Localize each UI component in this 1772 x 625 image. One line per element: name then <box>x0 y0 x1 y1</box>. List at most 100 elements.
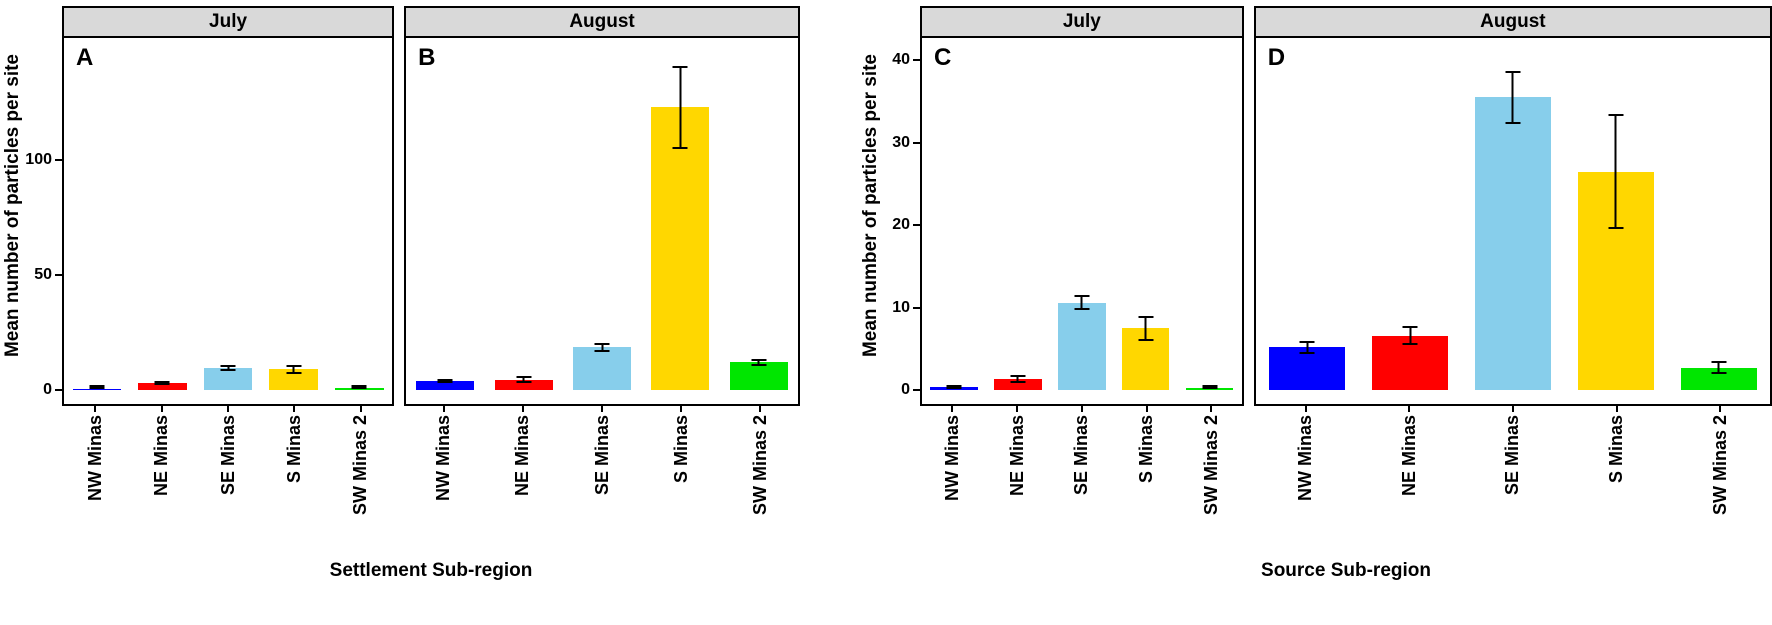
bar-slot-nw-minas <box>1256 38 1359 404</box>
x-tick-mark <box>1615 406 1618 412</box>
error-bar-ne-minas <box>154 380 170 385</box>
x-tick-mark <box>227 406 230 412</box>
bar-slot-s-minas <box>641 38 719 404</box>
error-bar-sw-minas-2 <box>1711 361 1727 375</box>
x-tick-slot-nw-minas: NW Minas <box>404 406 483 558</box>
y-tick-mark <box>55 159 62 162</box>
bar-slot-se-minas <box>563 38 641 404</box>
x-tick-mark <box>160 406 163 412</box>
error-bar-line <box>522 378 525 382</box>
x-tick-label-sw-minas-2: SW Minas 2 <box>1709 415 1730 516</box>
x-tick-label-nw-minas: NW Minas <box>1295 415 1316 502</box>
y-tick-mark <box>913 224 920 227</box>
x-tick-slot-se-minas: SE Minas <box>1461 406 1565 558</box>
bar-slot-ne-minas <box>130 38 196 404</box>
panels-right: July C NW Minas NE Minas SE Minas S Minas SW… <box>920 6 1772 558</box>
facet-strip-label: July <box>1062 11 1101 32</box>
y-axis-right: 0 10 20 30 40 <box>884 36 920 406</box>
y-tick-label: 30 <box>892 133 910 151</box>
x-tick-slot-nw-minas: NW Minas <box>62 406 128 558</box>
y-axis-title-text: Mean number of particles per site <box>2 54 23 358</box>
y-tick-mark <box>913 306 920 309</box>
bar-slot-sw-minas-2 <box>720 38 798 404</box>
x-axis-title-source: Source Sub-region <box>1261 560 1431 581</box>
bar-se-minas <box>1474 97 1551 390</box>
panel-letter: C <box>934 44 952 71</box>
x-tick-label-nw-minas: NW Minas <box>941 415 962 502</box>
bar-nw-minas <box>72 388 122 390</box>
bar-slot-ne-minas <box>1359 38 1462 404</box>
x-tick-label-s-minas: S Minas <box>283 415 304 484</box>
error-bar-line <box>1080 297 1083 309</box>
bar-slot-nw-minas <box>64 38 130 404</box>
x-tick-label-s-minas: S Minas <box>1606 415 1627 484</box>
x-tick-mark <box>1016 406 1019 412</box>
x-tick-label-se-minas: SE Minas <box>1502 415 1523 496</box>
error-bar-se-minas <box>1074 295 1090 311</box>
x-tick-slot-sw-minas-2: SW Minas 2 <box>1179 406 1244 558</box>
plot-area-d: D <box>1253 36 1772 406</box>
panel-a-july: July A NW Minas NE Minas SE Minas S Minas SW… <box>62 6 395 558</box>
facet-strip-label: August <box>1480 11 1546 32</box>
bar-slot-nw-minas <box>922 38 986 404</box>
error-bar-sw-minas-2 <box>1202 384 1218 389</box>
panel-b-august: August B NW Minas NE Minas SE Minas S Minas… <box>404 6 800 558</box>
y-tick-label: 20 <box>892 216 910 234</box>
error-bar-se-minas <box>594 342 610 353</box>
y-tick-label: 0 <box>43 381 52 398</box>
x-tick-mark <box>359 406 362 412</box>
bar-ne-minas <box>994 379 1042 390</box>
bar-nw-minas <box>1269 347 1346 390</box>
x-tick-mark <box>1145 406 1148 412</box>
panel-letter: D <box>1267 44 1286 71</box>
error-bar-ne-minas <box>516 376 532 384</box>
x-tick-mark <box>601 406 604 412</box>
x-axis-labels-b: NW Minas NE Minas SE Minas S Minas SW Minas … <box>404 406 800 558</box>
plot-area-a: A <box>62 36 395 406</box>
facet-strip-d: August <box>1253 6 1772 38</box>
x-axis-labels-a: NW Minas NE Minas SE Minas S Minas SW Minas … <box>62 406 394 558</box>
x-tick-slot-ne-minas: NE Minas <box>128 406 194 558</box>
x-tick-mark <box>1408 406 1411 412</box>
x-tick-label-s-minas: S Minas <box>670 415 691 484</box>
x-axis-labels-c: NW Minas NE Minas SE Minas S Minas SW Minas … <box>920 406 1244 558</box>
panel-c-july: July C NW Minas NE Minas SE Minas S Minas SW… <box>920 6 1244 558</box>
bar-slot-se-minas <box>195 38 261 404</box>
bar-slot-s-minas <box>1564 38 1667 404</box>
bar-slot-sw-minas-2 <box>1178 38 1242 404</box>
bar-se-minas <box>1058 302 1106 390</box>
facet-strip-b: August <box>404 6 800 38</box>
x-tick-label-s-minas: S Minas <box>1136 415 1157 484</box>
x-tick-slot-sw-minas-2: SW Minas 2 <box>721 406 800 558</box>
error-bar-s-minas <box>1608 113 1624 230</box>
x-tick-mark <box>680 406 683 412</box>
x-tick-slot-nw-minas: NW Minas <box>1254 406 1358 558</box>
error-bar-line <box>1511 72 1514 122</box>
error-bar-line <box>1614 115 1617 228</box>
x-tick-mark <box>442 406 445 412</box>
panel-d-august: August D NW Minas NE Minas SE Minas S Minas… <box>1253 6 1772 558</box>
facet-strip-label: August <box>569 11 635 32</box>
error-bar-nw-minas <box>89 385 105 390</box>
y-tick-mark <box>913 59 920 62</box>
error-bar-se-minas <box>1505 70 1521 124</box>
x-tick-slot-se-minas: SE Minas <box>195 406 261 558</box>
bar-slot-ne-minas <box>986 38 1050 404</box>
plot-area-c: C <box>920 36 1244 406</box>
error-bar-line <box>227 367 230 369</box>
x-tick-mark <box>293 406 296 412</box>
plot-area-b: B <box>404 36 800 406</box>
x-tick-label-se-minas: SE Minas <box>1071 415 1092 496</box>
error-bar-line <box>444 380 447 382</box>
error-bar-line <box>757 360 760 364</box>
y-axis-left: 0 50 100 <box>25 36 62 406</box>
bar-slot-sw-minas-2 <box>327 38 393 404</box>
x-tick-slot-s-minas: S Minas <box>642 406 721 558</box>
bar-slot-nw-minas <box>406 38 484 404</box>
panel-letter: A <box>76 44 94 71</box>
error-bar-nw-minas <box>946 384 962 389</box>
y-tick-mark <box>55 274 62 277</box>
x-tick-slot-se-minas: SE Minas <box>1050 406 1115 558</box>
x-axis-title-settlement: Settlement Sub-region <box>329 560 533 581</box>
bar-s-minas <box>269 369 318 390</box>
